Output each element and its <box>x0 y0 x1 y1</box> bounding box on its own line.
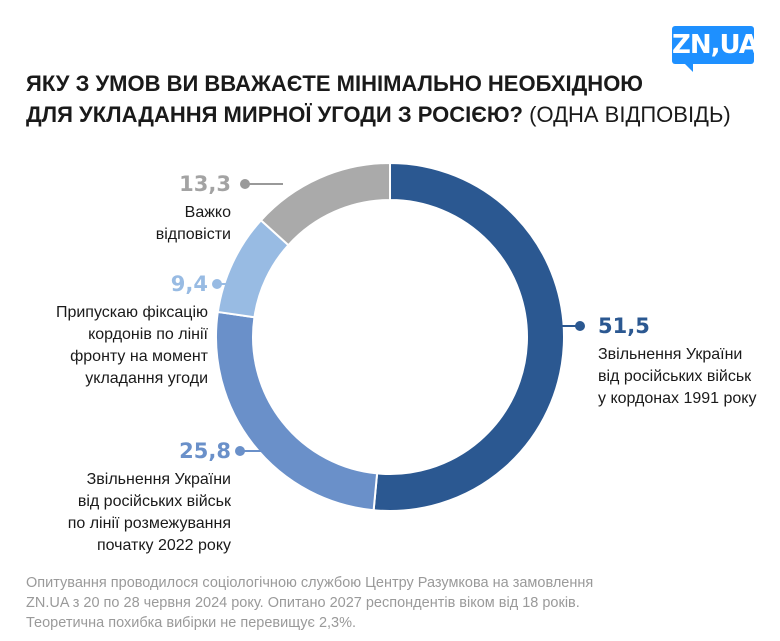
title-line-1: Яку з умов ви вважаєте мінімально необхі… <box>26 71 643 96</box>
donut-slice-3 <box>259 161 391 247</box>
slice-value-label-2: 9,4 <box>171 272 208 296</box>
slice-category-label-1: Звільнення України від російських військ п… <box>68 471 232 554</box>
methodology-note: Опитування проводилося соціологічною слу… <box>26 573 766 633</box>
donut-slice-0 <box>372 161 565 512</box>
title-note: (ОДНА ВІДПОВІДЬ) <box>529 102 731 127</box>
slice-category-label-3: Важко відповісти <box>156 204 231 243</box>
zn-ua-logo: ZN,UA <box>672 26 759 72</box>
slice-category-label-0: Звільнення України від російських військ у… <box>598 346 756 407</box>
footer-line-3: Теоретична похибка вибірки не перевищує … <box>26 615 357 631</box>
donut-slice-1 <box>215 310 379 512</box>
slice-value-label-0: 51,5 <box>598 314 650 338</box>
slice-value-label-1: 25,8 <box>179 439 231 463</box>
callout-dot-3 <box>240 179 250 189</box>
slice-value-label-3: 13,3 <box>179 172 231 196</box>
callout-dot-2 <box>212 279 222 289</box>
callout-dot-0 <box>575 321 585 331</box>
footer-line-2: ZN.UA з 20 по 28 червня 2024 року. Опита… <box>26 595 580 611</box>
callout-dot-1 <box>235 446 245 456</box>
slice-category-label-2: Припускаю фіксацію кордонів по лінії фронт… <box>56 304 209 387</box>
footer-line-1: Опитування проводилося соціологічною слу… <box>26 575 594 591</box>
title-line-2: для укладання мирної угоди з росією? <box>26 102 523 127</box>
chart-title: Яку з умов ви вважаєте мінімально необхі… <box>26 68 746 130</box>
